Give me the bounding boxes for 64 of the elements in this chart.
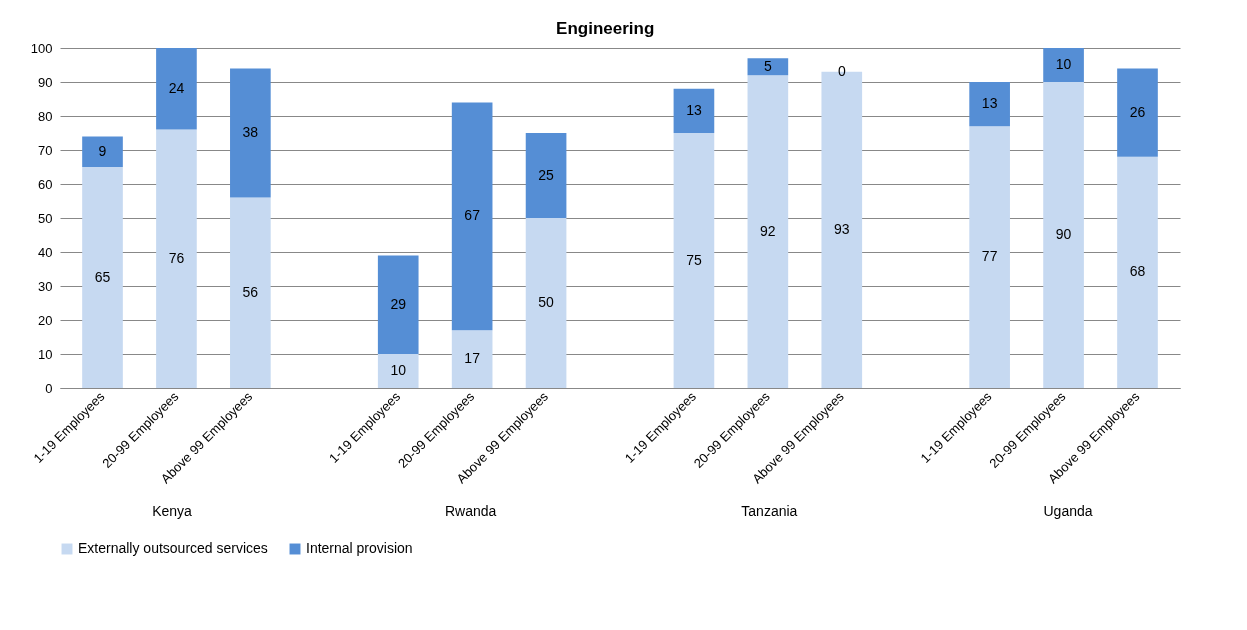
y-tick-label: 0	[45, 380, 53, 396]
data-label: 65	[94, 268, 111, 285]
data-label: 67	[464, 207, 481, 224]
y-tick-label: 40	[38, 244, 53, 260]
text: Rwanda	[444, 503, 497, 519]
text: Uganda	[1043, 503, 1093, 519]
data-label: 9	[98, 142, 107, 159]
y-tick-label: 100	[30, 40, 53, 56]
bar	[451, 330, 493, 388]
data-label: 25	[538, 166, 555, 183]
data-label: 77	[981, 248, 998, 265]
bar	[525, 218, 567, 388]
data-label: 13	[686, 101, 702, 118]
data-label: 29	[390, 295, 407, 312]
data-label: 10	[1055, 56, 1072, 72]
legend-label: Internal provision	[306, 540, 413, 556]
y-tick-label: 60	[38, 176, 53, 192]
bar	[969, 82, 1010, 127]
bar	[377, 354, 419, 388]
y-tick-label: 20	[38, 312, 53, 328]
y-tick-label: 90	[38, 74, 53, 90]
data-label: 90	[1055, 226, 1072, 242]
data-label: 68	[1129, 263, 1146, 280]
bar	[1117, 156, 1158, 388]
bar	[156, 48, 197, 130]
data-label: 93	[833, 220, 850, 237]
text: Tanzania	[741, 503, 798, 519]
y-tick-label: 10	[38, 346, 53, 362]
data-label: 10	[390, 362, 407, 378]
y-tick-label: 70	[38, 142, 53, 158]
bar	[525, 133, 567, 218]
data-label: 38	[242, 124, 259, 140]
bar	[377, 255, 419, 354]
data-label: 76	[168, 249, 185, 266]
data-label: 5	[763, 57, 772, 74]
bar	[451, 102, 493, 331]
bar	[1043, 48, 1084, 82]
data-label: 13	[981, 95, 998, 112]
bar	[230, 68, 271, 198]
bar	[1117, 68, 1158, 157]
bar	[82, 136, 123, 167]
y-tick-label: 30	[38, 278, 53, 294]
bar	[1043, 82, 1084, 388]
bar	[969, 126, 1010, 388]
data-label: 26	[1129, 103, 1146, 120]
data-label: 75	[686, 251, 702, 268]
y-tick-label: 50	[38, 210, 53, 226]
data-label: 50	[538, 294, 555, 310]
bar	[230, 197, 271, 388]
bar	[747, 75, 789, 388]
data-label: 0	[837, 62, 846, 79]
bar	[673, 88, 715, 133]
bar	[747, 58, 789, 76]
legend-label: Externally outsourced services	[78, 540, 268, 556]
y-tick-label: 80	[38, 108, 53, 124]
bar	[156, 129, 197, 388]
bar	[673, 133, 715, 388]
text: Kenya	[152, 503, 193, 519]
data-label: 17	[464, 350, 481, 367]
data-label: 24	[168, 79, 185, 96]
chart-title: Engineering	[556, 19, 655, 38]
data-label: 92	[760, 222, 776, 239]
data-label: 56	[242, 283, 259, 300]
bar	[82, 167, 123, 388]
